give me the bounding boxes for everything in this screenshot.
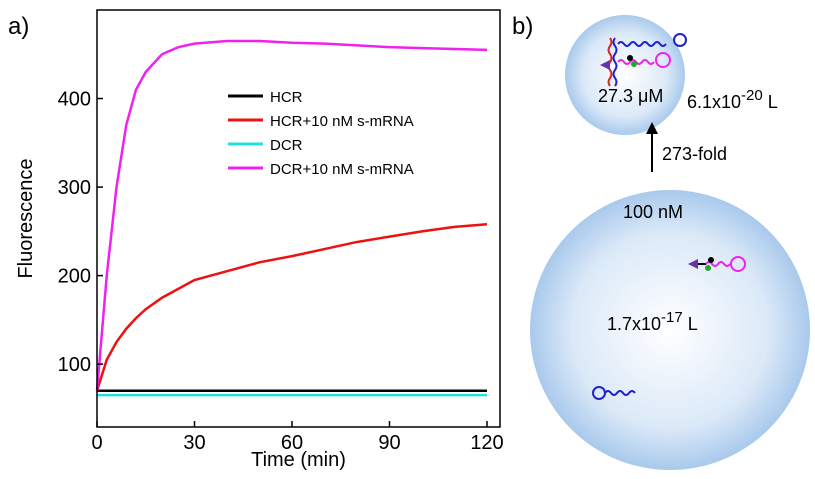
volume-unit: L (683, 314, 698, 334)
legend-label: DCR (270, 137, 303, 154)
plot-frame (96, 9, 501, 428)
series-line (95, 39, 488, 391)
x-tick-label: 120 (470, 432, 503, 454)
y-tick-label: 200 (58, 266, 91, 288)
dna-hairpin (688, 256, 746, 272)
legend-label: HCR (270, 89, 303, 106)
volume-base: 1.7x10 (607, 314, 661, 334)
legend-label: DCR+10 nM s-mRNA (270, 161, 414, 178)
y-axis-title: Fluorescence (15, 158, 37, 278)
volume-base: 6.1x10 (687, 92, 741, 112)
volume-exponent: -20 (741, 87, 763, 104)
y-tick-label: 400 (58, 89, 91, 111)
diagram: 27.3 μM 6.1x10-20 L 273-fold 100 nM 1.7x… (530, 15, 810, 470)
arrow-head (646, 122, 658, 134)
dna-probe (592, 386, 636, 400)
x-tick-label: 90 (378, 432, 400, 454)
panel-label: b) (512, 13, 533, 40)
volume-label: 6.1x10-20 L (687, 87, 778, 112)
x-axis-title: Time (min) (251, 449, 346, 471)
x-tick-label: 30 (183, 432, 205, 454)
y-tick-label: 100 (58, 354, 91, 376)
volume-exponent: -17 (661, 309, 683, 326)
panel-label: a) (8, 13, 29, 40)
concentration-label: 27.3 μM (598, 86, 663, 106)
legend-label: HCR+10 nM s-mRNA (270, 113, 414, 130)
fold-label: 273-fold (662, 144, 727, 164)
volume-label: 1.7x10-17 L (607, 309, 698, 334)
large-sphere (530, 190, 810, 470)
series-line (95, 223, 488, 392)
dna-complex (600, 33, 687, 87)
x-tick-label: 0 (91, 432, 102, 454)
small-sphere (565, 15, 685, 135)
concentration-label: 100 nM (623, 202, 683, 222)
plot: 0 30 60 90 120 100 200 300 400 Time (min) Fluoresc… (15, 9, 504, 471)
y-tick-label: 300 (58, 177, 91, 199)
x-tick-label: 60 (281, 432, 303, 454)
volume-unit: L (763, 92, 778, 112)
